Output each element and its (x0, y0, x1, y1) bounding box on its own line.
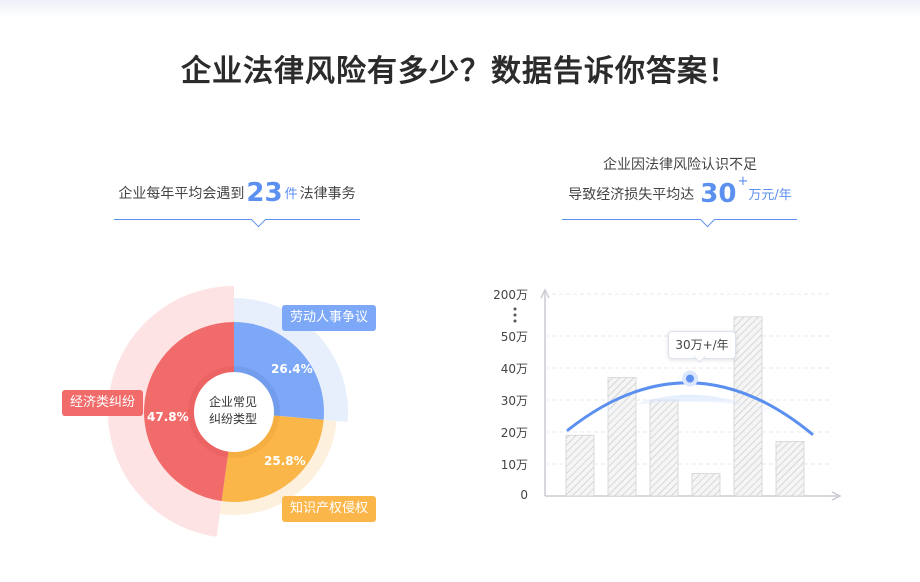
pie-halo-1 (219, 419, 337, 515)
pie-center-line1: 企业常见 (208, 395, 257, 409)
y-tick-label: 50万 (500, 330, 528, 344)
axis-break-dot (513, 319, 517, 323)
trend-peak-dot (686, 374, 694, 383)
stat-unit: 件 (284, 187, 298, 202)
pie-center-label: 企业常见 纠纷类型 (203, 394, 263, 428)
axis-break-dot (513, 313, 517, 317)
bar-5 (775, 441, 805, 497)
y-tick-label: 200万 (493, 288, 528, 302)
stat-value: 23 (246, 178, 283, 208)
legend-economic-dispute: 经济类纠纷 (62, 390, 144, 416)
pie-center-hole (194, 372, 274, 452)
y-tick-label: 10万 (500, 458, 528, 472)
trend-line (566, 381, 814, 436)
y-tick-label: 0 (520, 488, 528, 502)
top-band (0, 0, 920, 18)
pie-center-line2: 纠纷类型 (208, 412, 257, 426)
x-axis-arrow (831, 491, 842, 501)
pie-halo-2 (107, 286, 234, 537)
y-tick-label: 20万 (500, 426, 528, 440)
stat-prefix: 企业每年平均会遇到 (118, 186, 245, 202)
legend-labor-dispute: 劳动人事争议 (282, 305, 377, 331)
stat-annual-matters: 企业每年平均会遇到23 件法律事务 (114, 178, 360, 208)
left-divider (114, 219, 360, 220)
y-tick-label: 30万 (500, 394, 528, 408)
pct-labor: 26.4% (271, 362, 313, 376)
y-tick-label: 40万 (500, 362, 528, 376)
pct-economic: 47.8% (147, 410, 189, 424)
pie-inner-ring-0 (234, 366, 280, 417)
page-title: 企业法律风险有多少？数据告诉你答案！ (181, 54, 739, 89)
stat-loss-prefix: 导致经济损失平均达 (568, 187, 695, 203)
pie-inner-ring-1 (227, 415, 280, 458)
legend-ip-infringement: 知识产权侵权 (282, 496, 377, 522)
axis-break-dot (513, 307, 517, 311)
stat-loss-unit: 万元/年 (748, 188, 792, 203)
trend-glow (600, 394, 780, 420)
pie-inner-ring-2 (188, 366, 234, 458)
stat-loss-value: 30 (700, 179, 737, 209)
y-axis-arrow (540, 288, 550, 299)
stat-loss-plus: + (737, 174, 749, 189)
bar-3 (691, 473, 721, 497)
right-divider (562, 219, 797, 220)
bar-0 (565, 434, 595, 497)
stat-suffix: 法律事务 (299, 186, 356, 202)
stat-loss-line1: 企业因法律风险认识不足 (603, 157, 757, 173)
stat-loss-line2: 导致经济损失平均达 30+万元/年 (560, 174, 800, 209)
bar-4 (733, 316, 763, 497)
pct-ip: 25.8% (264, 454, 306, 468)
bar-2 (649, 399, 679, 497)
